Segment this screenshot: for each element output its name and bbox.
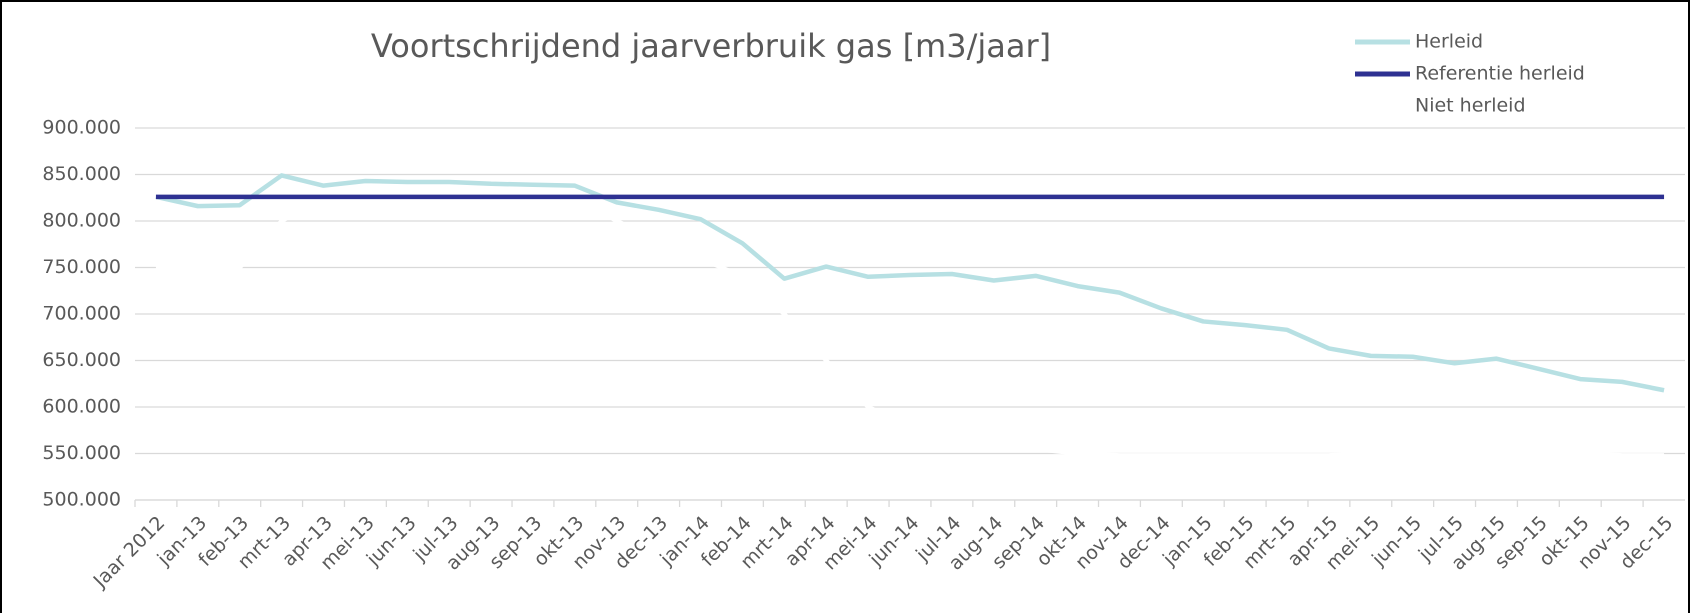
chart-title: Voortschrijdend jaarverbruik gas [m3/jaa… [371,27,1051,65]
legend-label: Niet herleid [1415,95,1526,117]
legend-label: Referentie herleid [1415,63,1585,85]
y-tick-label: 800.000 [42,210,121,232]
y-tick-label: 850.000 [42,163,121,185]
legend-label: Herleid [1415,31,1483,53]
y-tick-label: 500.000 [42,489,121,511]
y-tick-label: 900.000 [42,117,121,139]
y-tick-label: 650.000 [42,349,121,371]
y-tick-label: 700.000 [42,303,121,325]
y-tick-label: 550.000 [42,442,121,464]
series-line [155,173,1665,393]
y-tick-label: 750.000 [42,256,121,278]
y-tick-label: 600.000 [42,396,121,418]
